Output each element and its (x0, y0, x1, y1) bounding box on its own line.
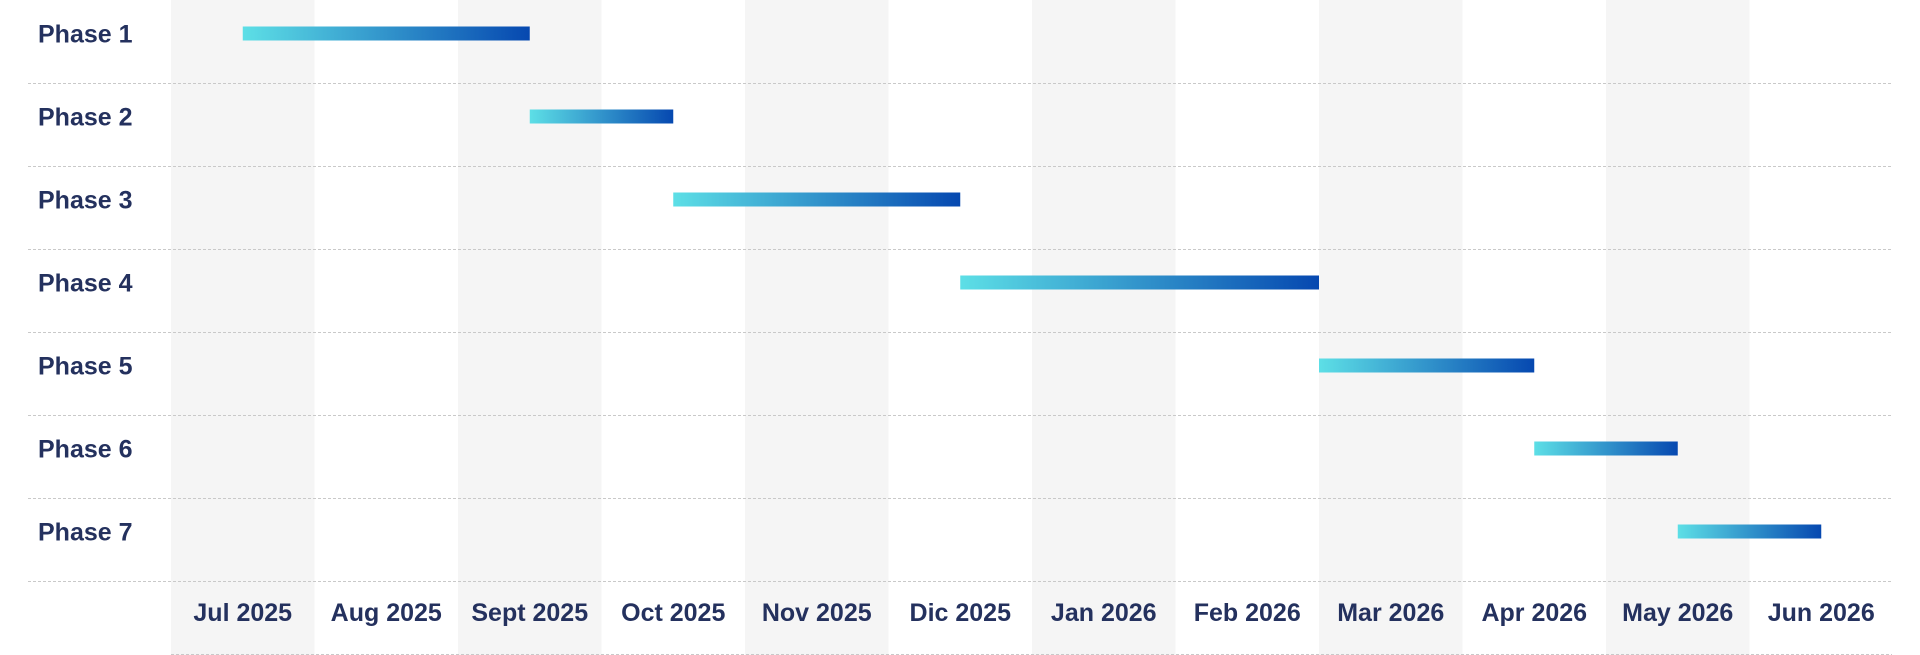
month-tick-label: Jun 2026 (1768, 599, 1875, 627)
task-bar-phase-3 (673, 192, 961, 207)
task-bar-phase-1 (242, 26, 530, 41)
month-tick-label: Dic 2025 (910, 599, 1012, 627)
month-tick-label: Mar 2026 (1337, 599, 1444, 627)
month-axis-labels: Jul 2025 Aug 2025 Sept 2025 Oct 2025 Nov 202… (193, 599, 1874, 627)
month-tick-label: Jul 2025 (193, 599, 292, 627)
phase-label: Phase 1 (38, 21, 133, 49)
phase-label: Phase 5 (38, 353, 133, 381)
phase-label: Phase 6 (38, 436, 133, 464)
phase-label: Phase 2 (38, 104, 133, 132)
month-column-shade (1032, 0, 1176, 655)
phase-label: Phase 7 (38, 519, 133, 547)
month-column-shade (745, 0, 889, 655)
month-tick-label: Sept 2025 (471, 599, 588, 627)
month-tick-label: May 2026 (1622, 599, 1733, 627)
month-column-shade (1319, 0, 1463, 655)
phase-labels: Phase 1 Phase 2 Phase 3 Phase 4 Phase 5 Phase… (38, 21, 133, 547)
phase-label: Phase 3 (38, 187, 133, 215)
month-column-shading (171, 0, 1750, 655)
month-tick-label: Jan 2026 (1051, 599, 1157, 627)
month-column-shade (1606, 0, 1750, 655)
month-column-shade (458, 0, 602, 655)
task-bar-phase-6 (1534, 441, 1678, 456)
task-bar-phase-5 (1319, 358, 1535, 373)
task-bar-phase-4 (960, 275, 1319, 290)
month-tick-label: Oct 2025 (621, 599, 725, 627)
month-column-shade (171, 0, 315, 655)
task-bars (242, 26, 1822, 539)
phase-label: Phase 4 (38, 270, 133, 298)
month-tick-label: Apr 2026 (1481, 599, 1587, 627)
task-bar-phase-2 (529, 109, 674, 124)
month-tick-label: Aug 2025 (331, 599, 442, 627)
month-tick-label: Feb 2026 (1194, 599, 1301, 627)
month-tick-label: Nov 2025 (762, 599, 872, 627)
task-bar-phase-7 (1677, 524, 1822, 539)
